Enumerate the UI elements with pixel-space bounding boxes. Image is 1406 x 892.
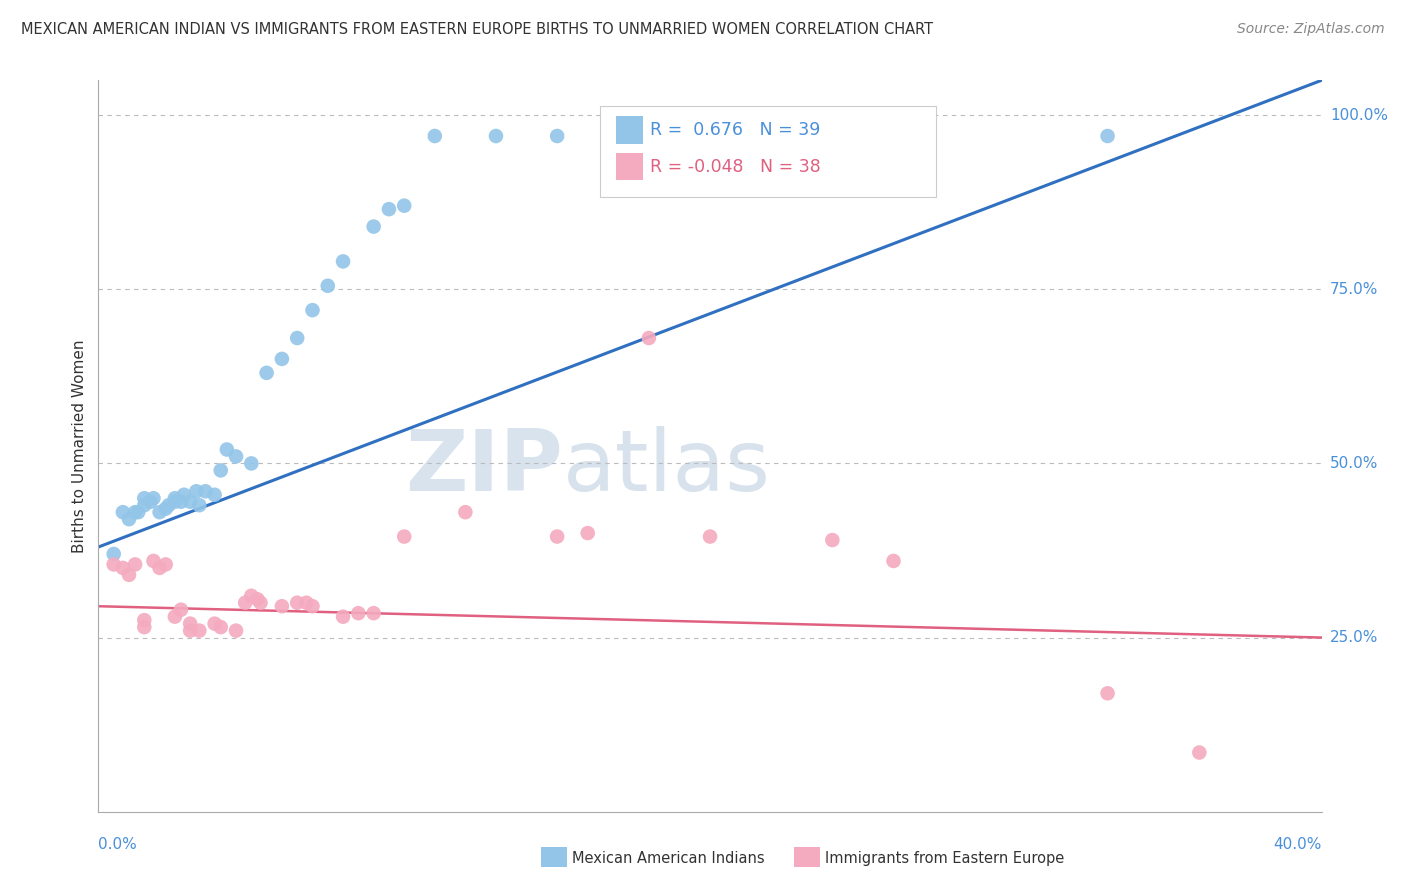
Point (1097, 686, 1119, 700)
Point (209, 463, 232, 477)
Point (225, 450, 247, 464)
Point (157, 498, 180, 512)
Point (454, 505, 477, 519)
Point (546, 128, 568, 143)
Point (270, 351, 292, 366)
Text: Source: ZipAtlas.com: Source: ZipAtlas.com (1237, 22, 1385, 37)
Point (179, 616, 201, 631)
Point (249, 596, 271, 610)
Point (821, 533, 844, 547)
Point (485, 128, 508, 143)
Point (118, 512, 141, 526)
Point (301, 599, 323, 614)
Point (134, 613, 156, 627)
Point (163, 491, 186, 506)
Point (111, 505, 134, 519)
Point (378, 202, 401, 216)
Point (124, 558, 146, 572)
Point (332, 254, 354, 268)
Point (246, 592, 269, 607)
Text: R = -0.048   N = 38: R = -0.048 N = 38 (650, 158, 821, 176)
Bar (616, 116, 643, 144)
Point (163, 494, 186, 508)
Point (295, 596, 318, 610)
Point (546, 530, 568, 544)
Text: R =  0.676   N = 39: R = 0.676 N = 39 (650, 121, 821, 139)
Point (149, 561, 172, 575)
Point (134, 498, 156, 512)
Point (1097, 128, 1119, 143)
Point (173, 488, 195, 502)
Text: ZIP: ZIP (405, 426, 564, 509)
Point (363, 606, 385, 620)
Point (170, 603, 193, 617)
Point (1188, 746, 1211, 760)
Point (194, 484, 217, 499)
Text: MEXICAN AMERICAN INDIAN VS IMMIGRANTS FROM EASTERN EUROPE BIRTHS TO UNMARRIED WO: MEXICAN AMERICAN INDIAN VS IMMIGRANTS FR… (21, 22, 934, 37)
Point (392, 530, 416, 544)
Point (111, 561, 134, 575)
Point (285, 596, 308, 610)
Point (186, 484, 208, 499)
Text: 75.0%: 75.0% (1330, 282, 1378, 297)
Point (240, 457, 263, 471)
Point (124, 505, 146, 519)
Point (118, 567, 141, 582)
Text: 0.0%: 0.0% (98, 837, 138, 852)
Point (103, 547, 125, 561)
Point (699, 128, 721, 143)
Text: 25.0%: 25.0% (1330, 630, 1378, 645)
Point (233, 596, 256, 610)
FancyBboxPatch shape (600, 106, 936, 197)
Bar (616, 153, 643, 180)
Point (142, 554, 165, 568)
Point (699, 530, 721, 544)
Point (179, 624, 201, 638)
Point (240, 589, 263, 603)
Point (883, 554, 905, 568)
Point (347, 606, 370, 620)
Point (225, 624, 247, 638)
Text: 50.0%: 50.0% (1330, 456, 1378, 471)
Point (301, 303, 323, 318)
Text: Mexican American Indians: Mexican American Indians (572, 851, 765, 865)
Point (103, 558, 125, 572)
Point (149, 505, 172, 519)
Point (256, 366, 278, 380)
Text: 40.0%: 40.0% (1274, 837, 1322, 852)
Point (285, 331, 308, 345)
Point (170, 494, 193, 508)
Point (423, 128, 446, 143)
Point (392, 199, 416, 213)
Point (270, 599, 292, 614)
Text: 100.0%: 100.0% (1330, 108, 1388, 122)
Point (204, 616, 226, 631)
Text: atlas: atlas (564, 426, 772, 509)
Point (155, 501, 177, 516)
Point (637, 331, 661, 345)
Point (316, 278, 339, 293)
Point (188, 624, 211, 638)
Y-axis label: Births to Unmarried Women: Births to Unmarried Women (72, 339, 87, 553)
Point (163, 609, 186, 624)
Point (139, 494, 162, 508)
Point (363, 219, 385, 234)
Point (209, 620, 232, 634)
Point (142, 491, 165, 506)
Point (155, 558, 177, 572)
Point (127, 505, 149, 519)
Point (134, 620, 156, 634)
Point (215, 442, 238, 457)
Point (134, 491, 156, 506)
Point (179, 494, 201, 508)
Point (576, 526, 599, 541)
Text: Immigrants from Eastern Europe: Immigrants from Eastern Europe (825, 851, 1064, 865)
Point (204, 488, 226, 502)
Point (188, 498, 211, 512)
Point (332, 609, 354, 624)
